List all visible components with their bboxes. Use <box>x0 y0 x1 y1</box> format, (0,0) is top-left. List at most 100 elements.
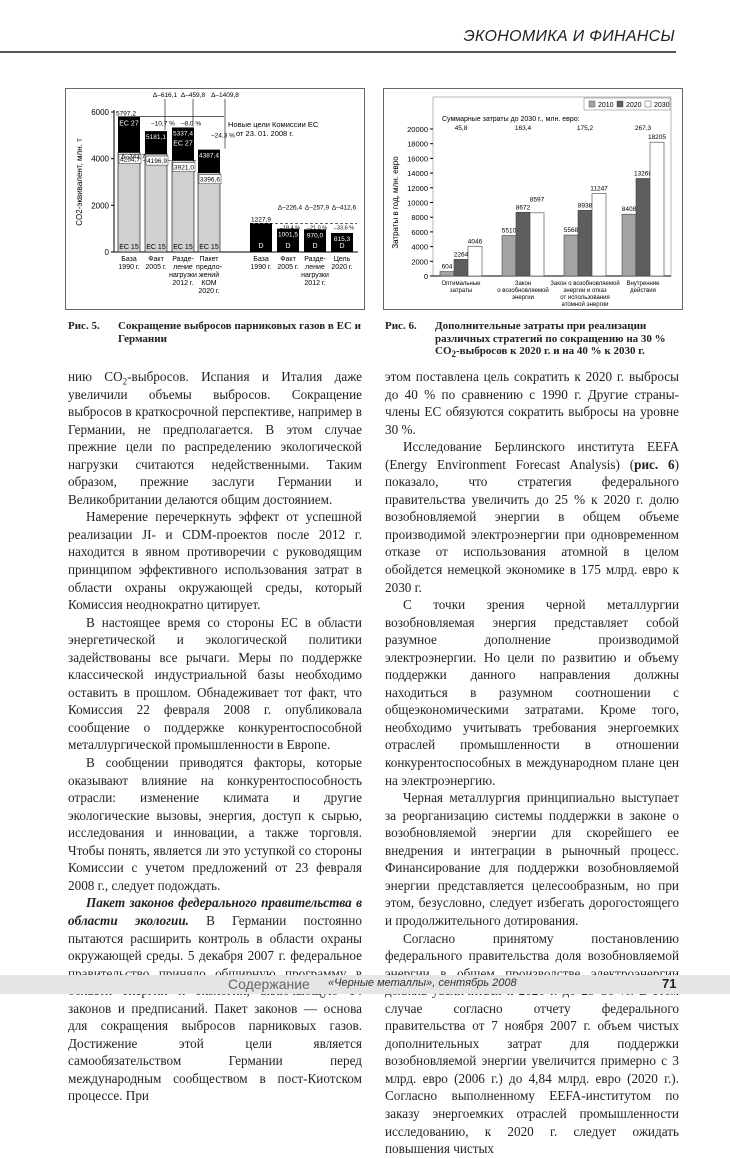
category-label: 2005 г. <box>277 264 298 271</box>
germany-bar-label: D <box>312 243 317 250</box>
figure-6-chart: 0 2000 4000 6000 8000 10000 12000 14000 16000 180… <box>383 88 683 310</box>
bar-value-label: 8597 <box>530 196 545 203</box>
bar-2030 <box>529 212 545 277</box>
category-label: энергии и отказ <box>563 288 607 294</box>
category-label: о возобновляемой <box>497 287 548 294</box>
y-axis-label: CO2-эквивалент, млн. т <box>75 138 84 226</box>
ec27-value-label: 5181,1 <box>146 134 166 141</box>
y-tick-label: 0 <box>424 272 428 281</box>
caption-text: Дополнительные затраты при реализации ра… <box>435 320 666 360</box>
section-header: ЭКОНОМИКА И ФИНАНСЫ <box>463 28 675 45</box>
legend-swatch <box>644 100 652 108</box>
text-run: ) показало, что стратегия федерального п… <box>385 456 679 595</box>
bar-value-label: 5568 <box>564 227 579 234</box>
text-run: нию CO <box>68 369 123 384</box>
ec27-value-label: 4387,4 <box>199 153 219 160</box>
y-tick-label: 4000 <box>411 243 428 252</box>
bar-value-label: 8672 <box>516 204 531 211</box>
y-tick-label: 6000 <box>411 228 428 237</box>
paragraph: нию CO2-выбросов. Испания и Италия даже … <box>68 368 362 508</box>
y-tick-label: 18000 <box>407 140 428 149</box>
note-text: от 23. 01. 2008 г. <box>236 129 293 138</box>
value-box <box>198 174 222 184</box>
category-label: жений <box>199 271 219 279</box>
category-label: 2020 г. <box>331 264 352 271</box>
bar-value-label: 13268 <box>634 170 652 177</box>
category-label: Факт <box>148 256 164 263</box>
bar-2020 <box>515 211 531 277</box>
ec27-bar <box>198 149 220 173</box>
y-tick-label: 16000 <box>407 154 428 163</box>
bar-value-label: 4046 <box>468 238 483 245</box>
legend-swatch <box>616 100 624 108</box>
category-label: энергии <box>512 295 534 301</box>
bar-2020 <box>453 259 469 277</box>
note-text: Новые цели Комиссии ЕС <box>228 120 319 129</box>
ec27-bar <box>172 127 194 161</box>
figure-reference: рис. 6 <box>634 456 675 472</box>
category-label: Разде- <box>304 256 326 263</box>
text-run: В настоящее время со стороны ЕС в област… <box>68 614 362 753</box>
ec15-bar-label: ЕС 15 <box>146 244 166 251</box>
ec15-bar <box>197 172 221 253</box>
category-label: от использования <box>560 295 609 301</box>
paragraph: В сообщении приводятся факторы, которые … <box>68 754 362 894</box>
y-tick-label: 2000 <box>411 257 428 266</box>
costs-chart: 0 2000 4000 6000 8000 10000 12000 14000 16000 180… <box>391 96 672 308</box>
bar-2020 <box>635 178 651 277</box>
ec27-bar <box>118 116 140 153</box>
bar-value-label: 5510 <box>502 228 517 235</box>
y-tick-label: 6000 <box>91 108 109 117</box>
contents-link[interactable]: Содержание <box>228 976 310 992</box>
value-box <box>145 155 169 166</box>
legend-label: 2020 <box>626 102 642 109</box>
paragraph: Черная металлургия принципиально выступа… <box>385 789 679 929</box>
text-run: Исследование Берлинского института EEFA … <box>385 439 679 472</box>
delta-label: Δ–343,7 <box>121 154 146 161</box>
y-tick-label: 12000 <box>407 184 428 193</box>
bar-value-label: 604 <box>442 264 453 271</box>
ec15-bar <box>171 160 195 253</box>
y-tick-label: 10000 <box>407 199 428 208</box>
ec15-value-label: 4196,9 <box>147 158 167 165</box>
magazine-issue: «Черные металлы», сентябрь 2008 <box>328 977 517 989</box>
category-label: предло- <box>196 264 223 271</box>
germany-value-label: 1001,5 <box>278 232 298 239</box>
category-label: 2012 г. <box>172 280 193 287</box>
total-value: 45,8 <box>455 125 468 132</box>
legend-label: 2010 <box>598 102 614 109</box>
bar-2010 <box>621 213 637 277</box>
percent-label: –8,0 % <box>181 121 201 128</box>
category-label: Закон <box>515 281 531 287</box>
paragraph: Пакет законов федерального правительства… <box>68 894 362 1105</box>
germany-bar-label: D <box>258 243 263 250</box>
paragraph: Намерение перечеркнуть эффект от успешно… <box>68 508 362 613</box>
figure-number: Рис. 5. <box>68 320 100 332</box>
figure-5-caption: Рис. 5. Сокращение выбросов парниковых г… <box>68 320 368 345</box>
bar-2010 <box>563 234 579 277</box>
bar-value-label: 11247 <box>590 185 608 192</box>
category-label: База <box>121 256 137 263</box>
ec27-bar-label: ЕС 27 <box>173 140 193 147</box>
bar-2030 <box>591 193 607 277</box>
category-label: Оптимальные <box>441 281 481 287</box>
text-run: 2 <box>122 376 128 387</box>
ec15-value-label: 4264,7 <box>120 156 140 163</box>
ec15-bar <box>144 153 168 253</box>
text-run: В сообщении приводятся факторы, которые … <box>68 755 362 893</box>
category-label: Внутренние <box>626 281 660 287</box>
category-label: нагрузки <box>169 272 197 279</box>
percent-label: –24,3 % <box>211 133 235 140</box>
category-label: 2020 г. <box>198 288 219 295</box>
category-label: Закон о возобновляемой <box>550 280 619 287</box>
category-label: затраты <box>450 288 472 294</box>
germany-bar <box>250 223 272 252</box>
ec27-value-label: 5797,2 <box>116 111 136 118</box>
ec15-bar <box>117 152 141 253</box>
delta-label: Δ–412,6 <box>332 204 357 211</box>
category-label: атомной энергии <box>562 301 609 308</box>
total-value: 175,2 <box>577 125 594 132</box>
category-label: Цель <box>334 256 351 263</box>
bar-2010 <box>501 235 517 277</box>
ec15-bar-label: ЕС 15 <box>119 244 139 251</box>
